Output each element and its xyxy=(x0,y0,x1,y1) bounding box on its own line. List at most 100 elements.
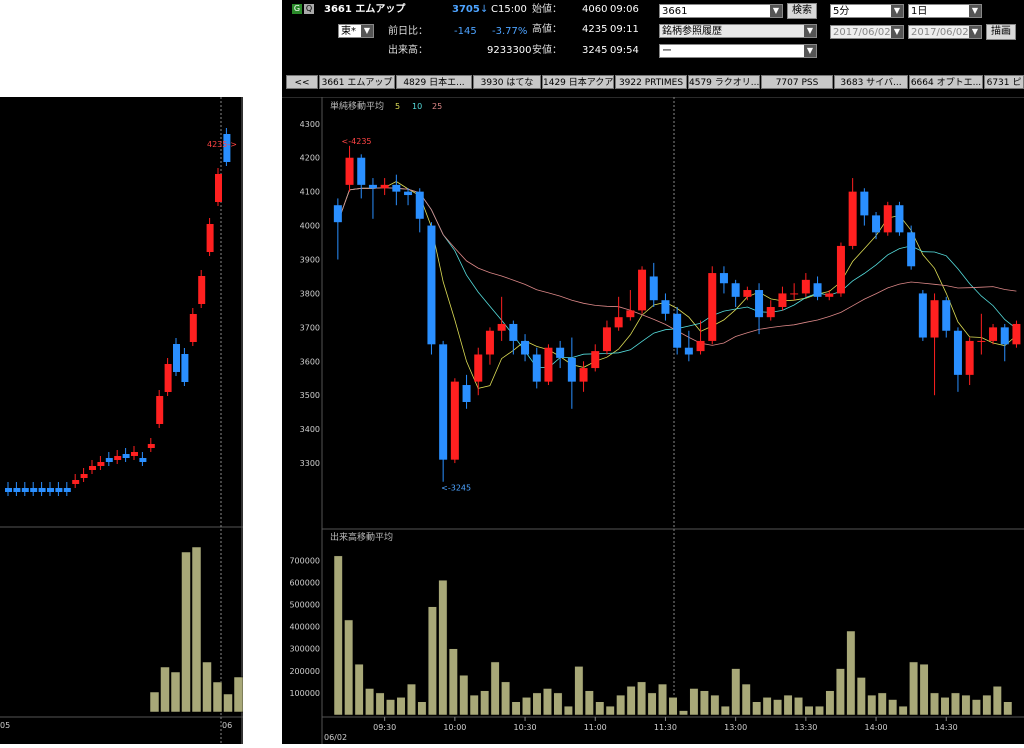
candle xyxy=(556,347,565,358)
candle xyxy=(755,290,764,318)
tab-3661[interactable]: 3661 エムアップ xyxy=(319,75,395,89)
candle xyxy=(836,245,845,294)
interval-select[interactable]: 5分 ▼ xyxy=(830,4,904,18)
candle xyxy=(1012,323,1021,345)
candle xyxy=(638,269,647,311)
history-select[interactable]: 銘柄参照履歴 ▼ xyxy=(659,24,817,38)
volume-bar xyxy=(720,705,730,716)
span-select[interactable]: 1日 ▼ xyxy=(908,4,982,18)
price-y-tick: 4000 xyxy=(300,222,320,231)
volume-bar xyxy=(574,666,584,716)
volume-bar xyxy=(699,690,709,716)
left-candle xyxy=(55,488,63,492)
left-candle xyxy=(122,454,130,458)
price-y-tick: 3300 xyxy=(300,459,320,468)
volume-bar xyxy=(584,690,594,716)
volume-bar xyxy=(992,686,1002,716)
candle xyxy=(591,351,600,369)
ma-title: 単純移動平均 xyxy=(330,100,384,112)
volume-y-tick: 700000 xyxy=(289,556,320,565)
volume-bar xyxy=(365,688,375,716)
candle xyxy=(731,283,740,297)
date-label: 06/02 xyxy=(324,733,347,742)
volume-bar xyxy=(898,705,908,716)
tab-3683[interactable]: 3683 サイバ... xyxy=(834,75,908,89)
tab-1429[interactable]: 1429 日本アクア xyxy=(542,75,614,89)
chevron-down-icon: ▼ xyxy=(361,25,373,37)
volume-bar xyxy=(396,697,406,716)
volume-bar xyxy=(501,681,511,716)
candle xyxy=(439,344,448,460)
g-icon[interactable]: G xyxy=(292,4,302,14)
left-candle xyxy=(173,344,180,372)
tab-6731[interactable]: 6731 ピ xyxy=(984,75,1024,89)
x-tick-label: 11:30 xyxy=(654,723,677,732)
candle xyxy=(579,368,588,382)
tab-4579[interactable]: 4579 ラクオリ... xyxy=(688,75,760,89)
chevron-down-icon: ▼ xyxy=(804,25,816,37)
left-volume-bar xyxy=(223,693,233,713)
left-candle xyxy=(139,458,147,462)
q-icon[interactable]: Q xyxy=(304,4,314,14)
left-candle xyxy=(89,466,96,470)
tab-prev[interactable]: << xyxy=(286,75,318,89)
high-label: 高値： xyxy=(532,24,562,35)
x-tick-label: 14:00 xyxy=(865,723,888,732)
candle xyxy=(930,300,939,338)
volume-bar xyxy=(616,694,626,716)
volume-bar xyxy=(427,606,437,716)
tab-7707[interactable]: 7707 PSS xyxy=(761,75,833,89)
date-from-select[interactable]: 2017/06/02 ▼ xyxy=(830,25,904,39)
x-tick-label: 10:30 xyxy=(514,723,537,732)
search-button[interactable]: 検索 xyxy=(787,3,817,19)
tab-3922[interactable]: 3922 PRTIMES xyxy=(615,75,687,89)
candle xyxy=(825,293,834,297)
x-tick-label: 11:00 xyxy=(584,723,607,732)
exchange-select[interactable]: 東* ▼ xyxy=(338,24,374,38)
candle xyxy=(895,205,904,233)
left-volume-bar xyxy=(160,666,170,713)
candle xyxy=(684,347,693,355)
volume-y-tick: 200000 xyxy=(289,667,320,676)
left-candle xyxy=(47,488,54,492)
tab-3930[interactable]: 3930 はてな xyxy=(473,75,541,89)
tab-4829[interactable]: 4829 日本エ... xyxy=(396,75,472,89)
ma-label-5: 5 xyxy=(395,102,400,111)
left-candle xyxy=(198,276,206,304)
candle xyxy=(813,283,822,297)
left-candle xyxy=(38,488,46,492)
left-candle xyxy=(72,480,80,484)
candle xyxy=(521,340,530,355)
candle xyxy=(380,184,389,189)
left-candle xyxy=(215,174,222,202)
left-candle xyxy=(181,354,189,382)
chevron-down-icon: ▼ xyxy=(770,5,782,17)
code-input[interactable]: 3661 ▼ xyxy=(659,4,783,18)
volume-bar xyxy=(752,701,762,716)
sub-select[interactable]: ー ▼ xyxy=(659,44,817,58)
volume-title: 出来高移動平均 xyxy=(330,531,393,543)
left-high-annotation: 4235-> xyxy=(207,140,237,149)
volume-bar xyxy=(678,710,688,716)
open-value: 4060 xyxy=(582,4,608,15)
x-tick-label: 13:00 xyxy=(724,723,747,732)
candle xyxy=(977,340,986,342)
volume-label: 出来高： xyxy=(388,45,428,56)
candle xyxy=(778,293,787,307)
low-label: 安値： xyxy=(532,45,562,56)
date-to-select[interactable]: 2017/06/02 ▼ xyxy=(908,25,982,39)
volume-bar xyxy=(741,683,751,716)
low-annotation: <-3245 xyxy=(441,484,471,493)
chevron-down-icon: ▼ xyxy=(969,5,981,17)
tab-6664[interactable]: 6664 オプトエ... xyxy=(909,75,983,89)
candle xyxy=(719,273,728,284)
candle xyxy=(462,385,471,402)
left-candle xyxy=(5,488,12,492)
chevron-down-icon: ▼ xyxy=(891,5,903,17)
code-input-value: 3661 xyxy=(662,6,688,17)
draw-button[interactable]: 描画 xyxy=(986,24,1016,40)
left-volume-bar xyxy=(181,551,191,713)
price-chart[interactable]: 3300 3400 3500 3600 3700 3800 3900 4000 4100 4200… xyxy=(282,97,1024,744)
volume-bar xyxy=(480,690,490,716)
x-tick-label: 09:30 xyxy=(373,723,396,732)
